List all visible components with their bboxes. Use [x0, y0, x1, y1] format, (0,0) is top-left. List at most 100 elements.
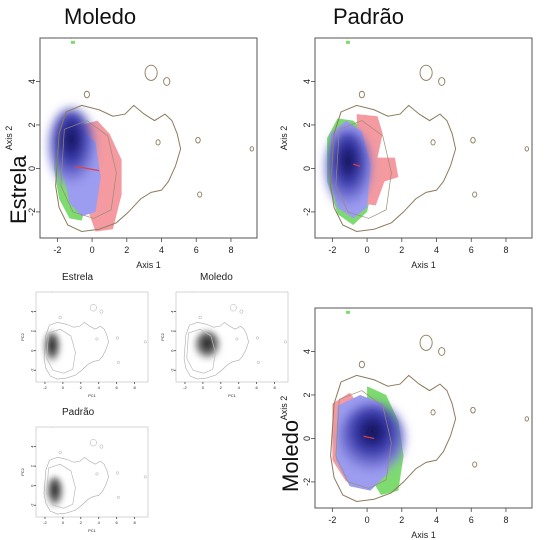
isolated-point	[472, 191, 478, 198]
x-tick-label: -2	[328, 245, 336, 255]
x-tick-label: 8	[133, 520, 136, 525]
x-axis-label: Axis 1	[411, 530, 436, 540]
x-tick-label: 2	[399, 245, 404, 255]
environment-outline	[43, 456, 109, 515]
y-tick-label: 0	[30, 484, 35, 487]
y-tick-label: 0	[30, 349, 35, 352]
x-tick-label: -2	[328, 515, 336, 525]
isolated-point	[89, 303, 97, 312]
environment-outline	[43, 321, 109, 380]
isolated-point	[470, 136, 476, 144]
x-axis-label: PC1	[88, 393, 97, 398]
y-tick-label: -2	[30, 368, 35, 372]
y-tick-label: 4	[27, 79, 37, 84]
y-tick-label: 0	[170, 349, 175, 352]
isolated-point	[83, 90, 90, 99]
y-tick-label: -2	[302, 478, 312, 486]
y-tick-label: 0	[302, 166, 312, 171]
x-axis-label: PC1	[88, 528, 97, 533]
inner-contour	[46, 328, 76, 374]
x-tick-label: 4	[434, 515, 439, 525]
y-tick-label: 2	[30, 329, 35, 332]
isolated-point	[191, 292, 194, 293]
isolated-point	[358, 90, 365, 99]
x-tick-label: 2	[80, 385, 83, 390]
x-tick-label: 0	[90, 245, 95, 255]
x-tick-label: 2	[399, 515, 404, 525]
x-axis-label: Axis 1	[411, 260, 436, 270]
x-tick-label: -2	[53, 245, 61, 255]
x-tick-label: 6	[469, 515, 474, 525]
isolated-point	[256, 336, 259, 340]
isolated-point	[235, 337, 239, 341]
x-axis-label: Axis 1	[136, 260, 161, 270]
isolated-point	[438, 77, 446, 86]
isolated-point	[283, 340, 287, 344]
isolated-point	[58, 315, 62, 320]
isolated-point	[198, 315, 202, 320]
isolated-point	[163, 77, 171, 86]
environment-outline	[330, 374, 457, 502]
isolated-point	[419, 64, 433, 81]
isolated-point	[344, 308, 349, 309]
isolated-point	[419, 334, 433, 351]
density-core	[49, 108, 94, 185]
isolated-point	[95, 337, 99, 341]
inner-contour	[335, 120, 392, 219]
y-tick-label: -2	[30, 503, 35, 507]
x-tick-label: 8	[133, 385, 136, 390]
thumb-title-estrela: Estrela	[62, 272, 94, 283]
isolated-point	[155, 139, 161, 146]
isolated-point	[229, 303, 237, 312]
inner-contour	[186, 328, 216, 374]
environment-outline	[183, 321, 249, 380]
isolated-point	[58, 450, 62, 455]
plot-frame	[175, 291, 289, 383]
isolated-point	[144, 64, 158, 81]
isolated-point	[195, 136, 201, 144]
y-tick-label: -2	[302, 208, 312, 216]
isolated-point	[99, 444, 104, 449]
y-tick-label: 2	[170, 329, 175, 332]
density-core	[45, 476, 64, 511]
x-axis-label: PC1	[228, 393, 237, 398]
x-tick-label: 4	[98, 520, 101, 525]
x-tick-label: 0	[365, 515, 370, 525]
y-tick-label: 0	[302, 436, 312, 441]
y-axis-label: PC2	[160, 332, 165, 341]
y-tick-label: 4	[30, 445, 35, 448]
x-tick-label: 4	[159, 245, 164, 255]
y-tick-label: 0	[27, 166, 37, 171]
y-tick-label: 4	[302, 79, 312, 84]
isolated-point	[116, 336, 119, 340]
x-tick-label: 8	[273, 385, 276, 390]
isolated-point	[524, 416, 529, 422]
isolated-point	[69, 38, 74, 39]
x-tick-label: 4	[238, 385, 241, 390]
y-axis-label: Axis 2	[4, 126, 14, 151]
isolated-point	[51, 292, 54, 293]
centroid-arrow	[363, 435, 375, 440]
x-tick-label: 6	[194, 245, 199, 255]
x-tick-label: 4	[98, 385, 101, 390]
x-tick-label: 6	[256, 385, 259, 390]
y-axis-label: PC2	[20, 467, 25, 476]
density-core	[43, 331, 62, 366]
green-speck	[345, 310, 350, 314]
x-tick-label: 4	[434, 245, 439, 255]
column-title-moledo: Moledo	[64, 4, 137, 29]
isolated-point	[249, 146, 254, 152]
x-tick-label: 0	[365, 245, 370, 255]
isolated-point	[524, 146, 529, 152]
y-tick-label: -2	[27, 208, 37, 216]
x-tick-label: 2	[124, 245, 129, 255]
x-tick-label: -2	[183, 385, 187, 390]
isolated-point	[143, 475, 147, 479]
y-tick-label: 4	[170, 310, 175, 313]
isolated-point	[116, 471, 119, 475]
isolated-point	[95, 472, 99, 476]
isolated-point	[197, 191, 203, 198]
panel-estrela-padrao: -2 0 2 4 6 8 -2 0 2 4 Axis 1 Axis 2	[279, 37, 533, 270]
